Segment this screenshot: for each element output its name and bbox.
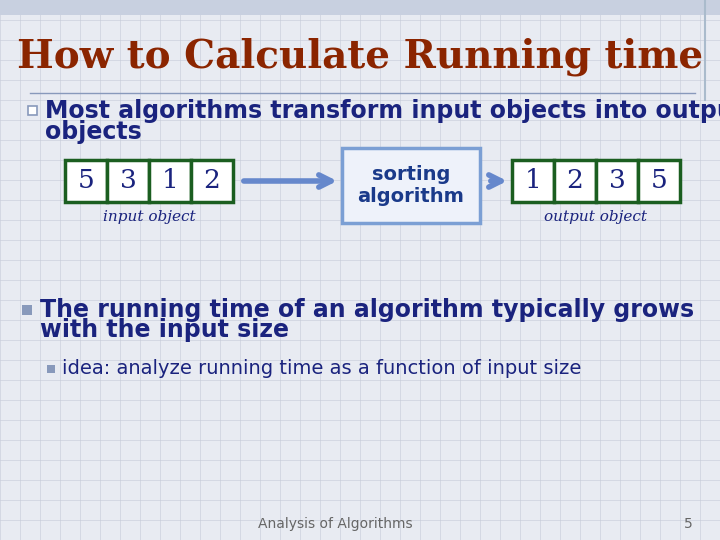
Text: The running time of an algorithm typically grows: The running time of an algorithm typical… — [40, 298, 694, 322]
Text: output object: output object — [544, 210, 647, 224]
Bar — [28, 106, 37, 115]
Text: Analysis of Algorithms: Analysis of Algorithms — [258, 517, 413, 531]
Bar — [107, 160, 149, 202]
Bar — [47, 365, 55, 373]
Text: 5: 5 — [78, 168, 94, 193]
Text: objects: objects — [45, 120, 142, 144]
Text: 1: 1 — [161, 168, 179, 193]
Bar — [0, 0, 720, 15]
Bar — [512, 160, 554, 202]
Bar — [342, 148, 480, 223]
Text: 2: 2 — [204, 168, 220, 193]
Text: 3: 3 — [608, 168, 626, 193]
Bar — [22, 305, 32, 315]
Text: 3: 3 — [120, 168, 136, 193]
Text: 5: 5 — [683, 517, 693, 531]
Text: input object: input object — [103, 210, 195, 224]
Bar — [596, 160, 638, 202]
Text: with the input size: with the input size — [40, 318, 289, 342]
Bar — [638, 160, 680, 202]
Text: Most algorithms transform input objects into output: Most algorithms transform input objects … — [45, 99, 720, 123]
Text: idea: analyze running time as a function of input size: idea: analyze running time as a function… — [62, 360, 581, 379]
Text: 1: 1 — [525, 168, 541, 193]
Text: How to Calculate Running time: How to Calculate Running time — [17, 38, 703, 76]
Text: sorting
algorithm: sorting algorithm — [358, 165, 464, 206]
Bar — [149, 160, 191, 202]
Text: 5: 5 — [651, 168, 667, 193]
Bar — [554, 160, 596, 202]
FancyArrowPatch shape — [244, 175, 331, 187]
Bar — [191, 160, 233, 202]
Text: 2: 2 — [567, 168, 583, 193]
FancyArrowPatch shape — [489, 175, 501, 187]
Bar — [65, 160, 107, 202]
